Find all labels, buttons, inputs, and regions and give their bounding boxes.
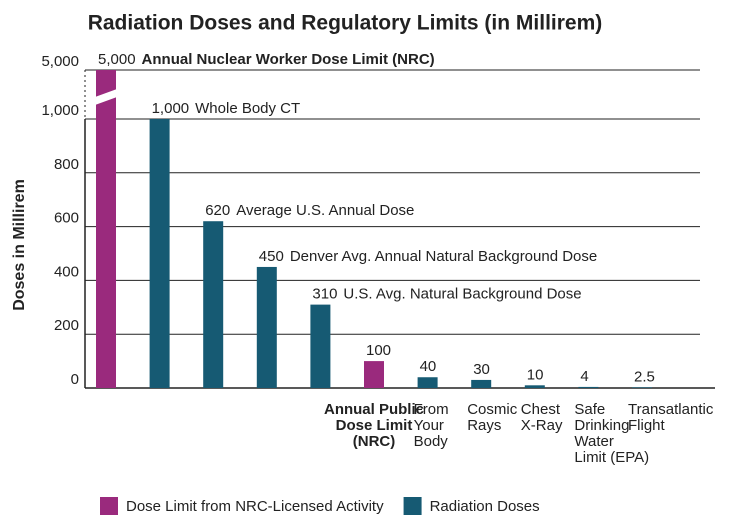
annotation: Denver Avg. Annual Natural Background Do… [290,248,597,265]
bar [203,221,224,388]
y-axis-label: Doses in Millirem [11,179,28,311]
x-tick-label: Annual Public Dose Limit (NRC) [324,401,424,450]
value-label: 1,000 [152,100,190,117]
x-tick-label: Cosmic Rays [467,401,518,434]
bar [417,377,438,388]
bar [256,266,277,388]
y-tick-label: 0 [71,371,79,388]
value-label: 2.5 [634,368,655,385]
bar [310,304,331,388]
value-label: 10 [527,366,544,383]
value-label: 310 [312,286,337,303]
bar [524,385,545,388]
y-tick-label: 1,000 [41,102,79,119]
bar [364,361,384,388]
value-label: 4 [580,368,588,385]
x-tick-label: Safe Drinking Water Limit (EPA) [574,401,649,466]
annotation: Annual Nuclear Worker Dose Limit (NRC) [142,51,435,68]
bar-break [95,89,117,105]
y-tick-label: 800 [54,156,79,173]
annotation: Average U.S. Annual Dose [236,202,414,219]
value-label: 5,000 [98,51,136,68]
bar [578,386,599,388]
value-label: 30 [473,361,490,378]
legend-swatch [403,497,422,515]
legend-swatch [100,497,118,515]
bar [149,119,170,388]
bar [96,70,116,388]
y-tick-label: 400 [54,263,79,280]
value-label: 450 [259,248,284,265]
legend-label: Dose Limit from NRC-Licensed Activity [126,498,384,515]
bar [632,387,652,388]
value-label: 100 [366,342,391,359]
y-tick-label: 600 [54,210,79,227]
legend-label: Radiation Doses [430,498,540,515]
x-tick-label: Chest X-Ray [521,401,563,434]
bar [471,379,492,388]
y-tick-label: 200 [54,317,79,334]
chart-title: Radiation Doses and Regulatory Limits (i… [88,12,603,35]
x-tick-label: From Your Body [414,401,449,450]
annotation: U.S. Avg. Natural Background Dose [343,286,581,303]
x-tick-label: Transatlantic Flight [628,401,714,434]
annotation: Whole Body CT [195,100,300,117]
value-label: 620 [205,202,230,219]
value-label: 40 [420,358,437,375]
y-tick-label: 5,000 [41,53,79,70]
